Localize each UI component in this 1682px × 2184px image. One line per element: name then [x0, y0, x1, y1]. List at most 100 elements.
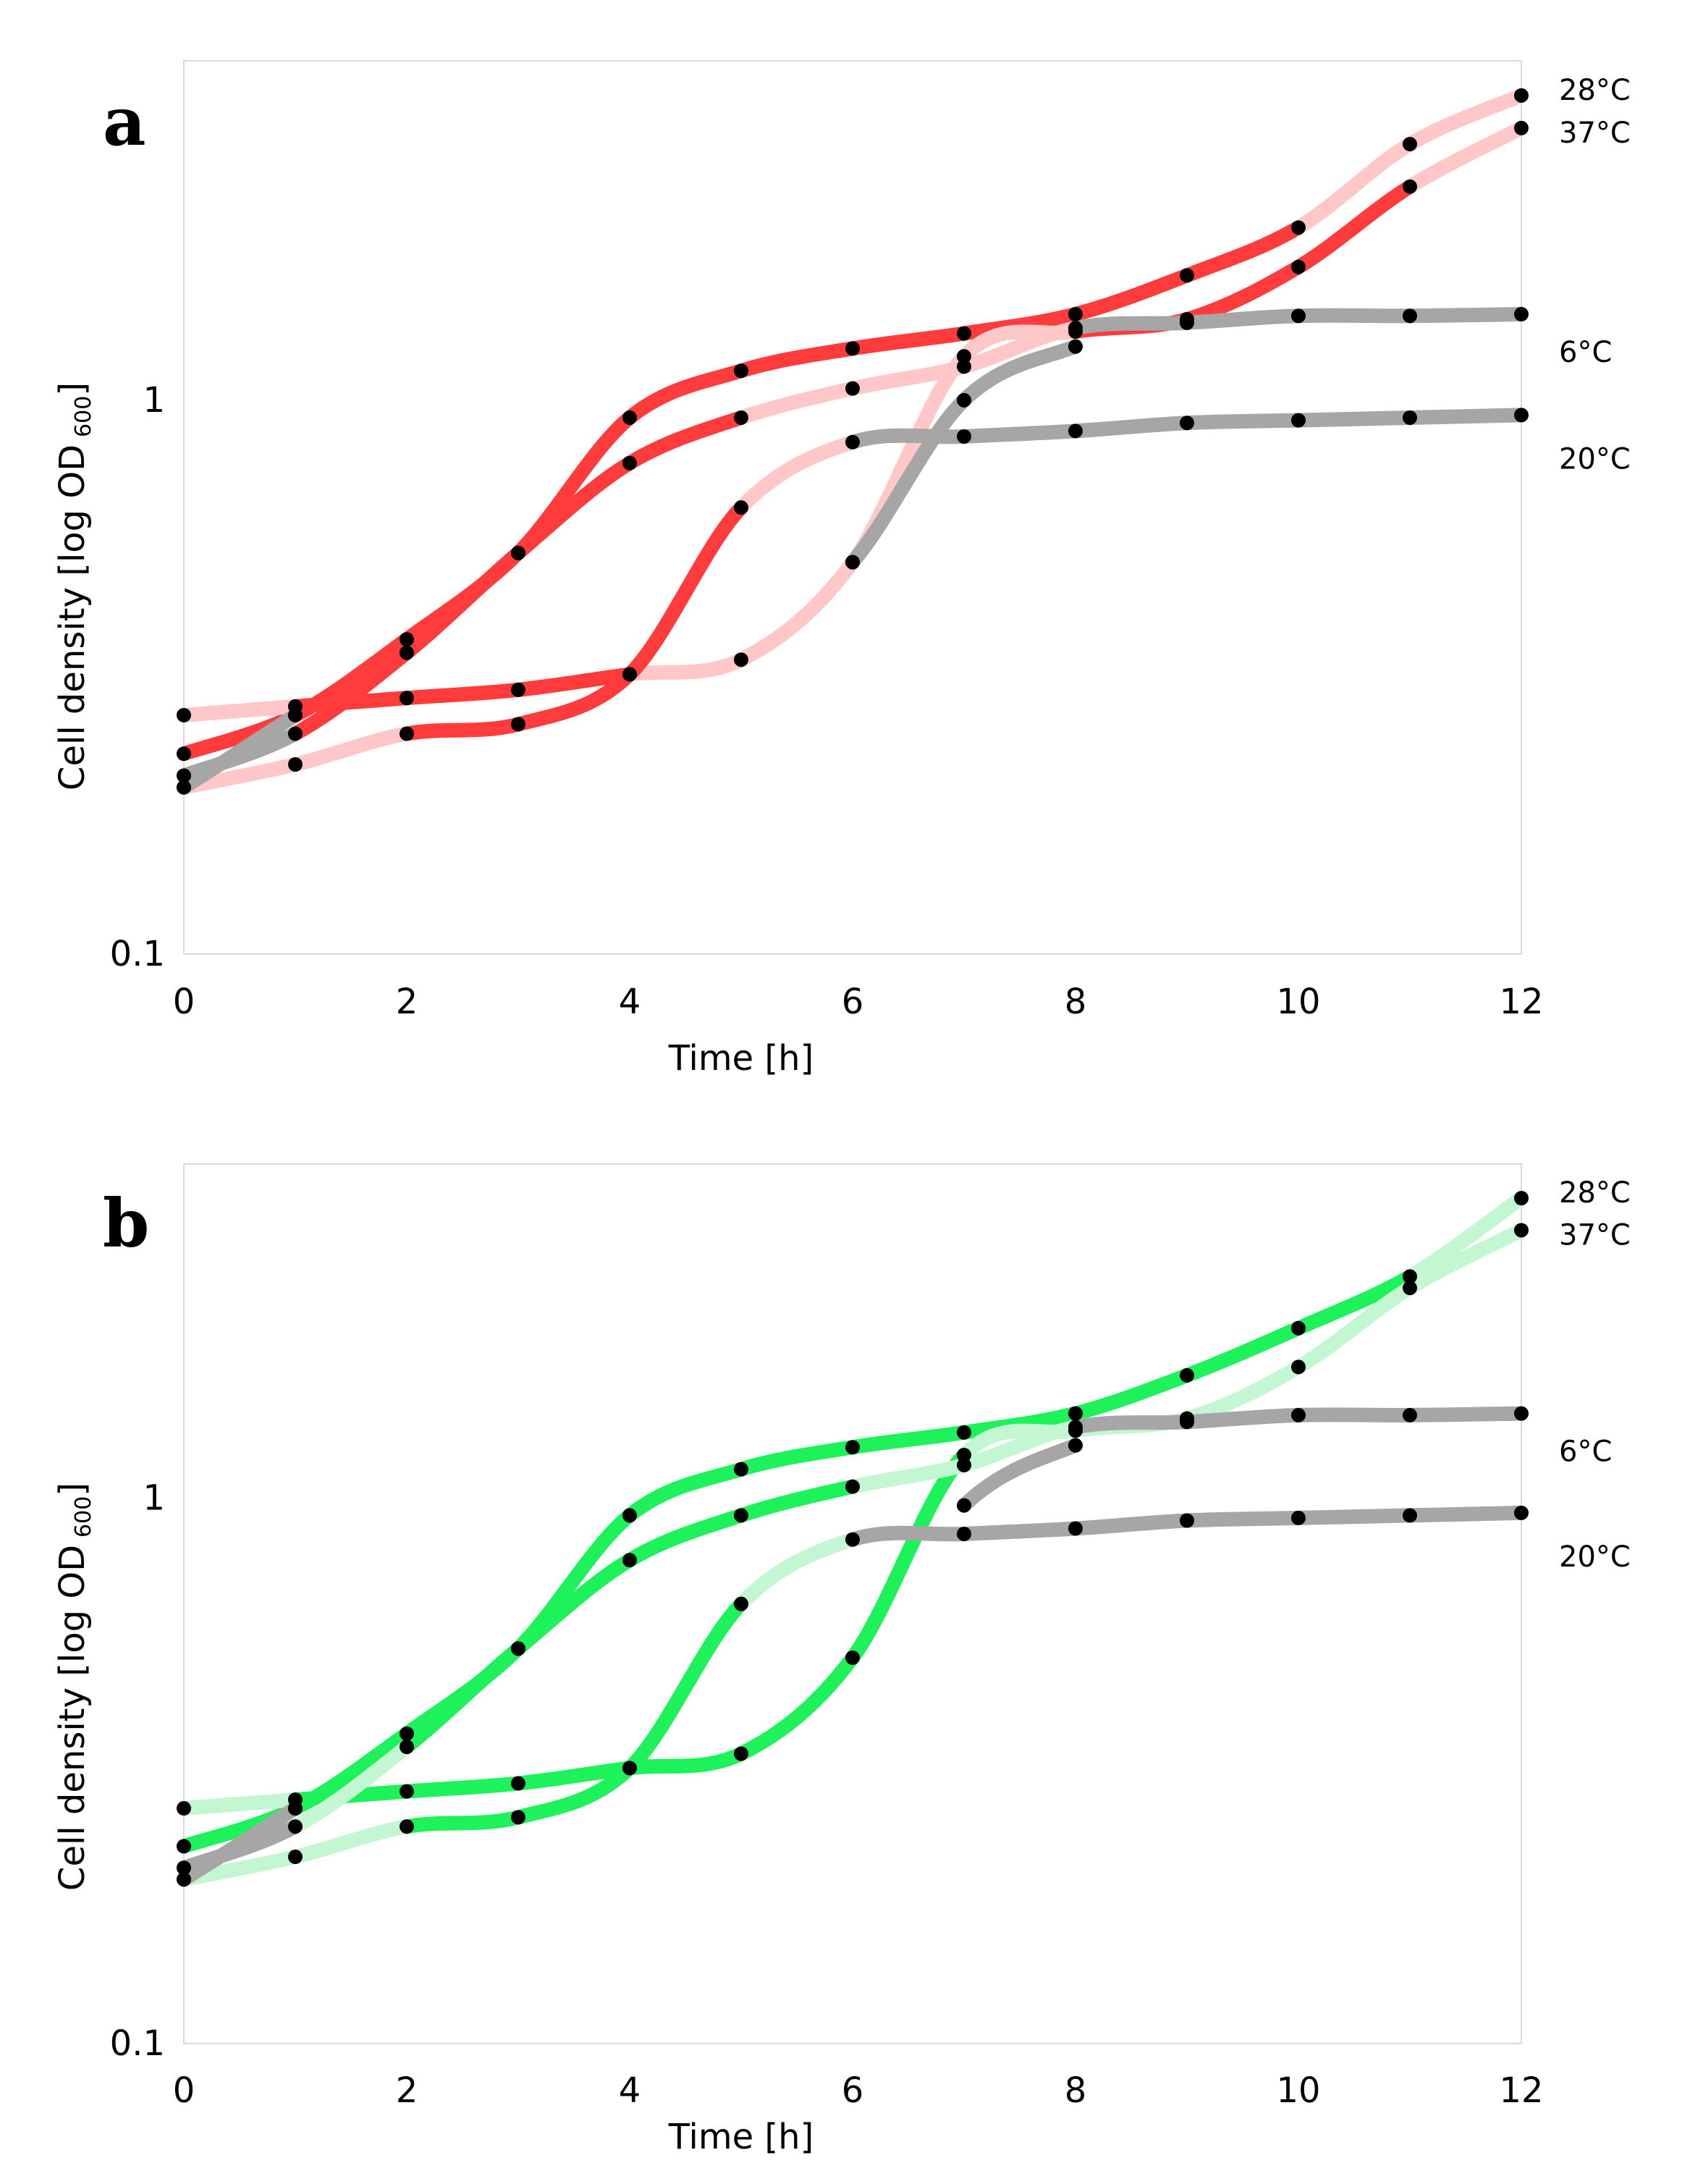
data-point-6°C [1180, 1414, 1194, 1430]
series-segment-6°C [734, 381, 860, 425]
data-point-20°C [1068, 1521, 1083, 1536]
data-point-20°C [1291, 1510, 1306, 1525]
data-point-6°C [734, 1508, 748, 1523]
series-segment-37°C [400, 682, 525, 706]
data-point-gray-rise [957, 392, 971, 408]
data-point-6°C [400, 645, 414, 660]
series-segment-6°C [1403, 307, 1529, 324]
x-tick-label: 8 [1065, 2070, 1087, 2111]
data-point-37°C [1514, 1223, 1529, 1238]
data-point-6°C [1068, 1420, 1083, 1435]
data-point-28°C [1068, 307, 1083, 322]
series-label-37°C: 37°C [1559, 1218, 1631, 1252]
y-tick-label: 0.1 [110, 2023, 165, 2064]
series-segment-20°C [1068, 1513, 1194, 1536]
data-point-20°C [957, 429, 971, 444]
data-point-37°C [400, 1784, 414, 1799]
data-point-20°C [511, 1810, 525, 1825]
series-segment-20°C [1403, 408, 1529, 425]
x-tick-label: 6 [842, 2070, 864, 2111]
data-point-28°C [400, 1726, 414, 1741]
panel-b-ylabel: Cell density [log OD 600] [52, 1483, 96, 1891]
panel-b-xlabel: Time [h] [668, 2117, 814, 2157]
data-point-37°C [511, 682, 525, 697]
series-segment-20°C [1068, 416, 1194, 439]
x-tick-label: 8 [1065, 982, 1087, 1022]
panel-a-letter: a [103, 83, 146, 161]
data-point-20°C [400, 1819, 414, 1834]
series-segment-37°C [1291, 1281, 1417, 1375]
data-point-37°C [845, 1650, 860, 1665]
x-tick-label: 12 [1499, 2070, 1543, 2111]
series-segment-37°C [622, 652, 748, 682]
data-point-37°C [1403, 179, 1417, 194]
data-point-20°C [845, 434, 860, 450]
data-point-6°C [1068, 321, 1083, 336]
data-point-gray-rise [177, 780, 191, 795]
data-point-20°C [622, 1761, 637, 1776]
data-point-6°C [845, 381, 860, 396]
series-segment-gray-rise [845, 392, 971, 570]
series-segment-20°C [957, 423, 1083, 444]
data-point-gray-rise [1068, 339, 1083, 354]
panel-a-series-labels: 28°C 37°C 6°C 20°C [1559, 74, 1631, 476]
data-point-28°C [1180, 268, 1194, 283]
panel-b-ylabel-close: ] [52, 1483, 93, 1496]
series-segment-6°C [1068, 1414, 1194, 1435]
data-point-37°C [734, 1746, 748, 1761]
series-label-6°C: 6°C [1559, 1435, 1612, 1469]
series-segment-28°C [1068, 268, 1194, 322]
data-point-28°C [845, 341, 860, 356]
data-point-6°C [400, 1740, 414, 1755]
series-segment-6°C [288, 645, 414, 741]
series-segment-6°C [1180, 1407, 1306, 1430]
series-segment-6°C [622, 1508, 748, 1568]
series-segment-28°C [622, 1462, 748, 1523]
panel-a: a 0 2 4 6 8 10 12 1 0.1 28°C 37°C 6°C 20°C Time [h]… [52, 60, 1631, 1079]
series-segment-28°C [1403, 88, 1529, 152]
data-point-20°C [1514, 408, 1529, 423]
series-segment-37°C [1403, 1223, 1529, 1296]
series-segment-28°C [1180, 220, 1306, 283]
series-segment-6°C [957, 1420, 1083, 1472]
data-point-28°C [177, 1839, 191, 1854]
series-segment-gray-rise [957, 1438, 1083, 1513]
series-segment-6°C [845, 1457, 971, 1494]
panel-a-series [177, 88, 1529, 795]
series-segment-6°C [1068, 315, 1194, 336]
panel-a-ylabel-close: ] [52, 382, 93, 396]
data-point-gray-rise [957, 1498, 971, 1513]
data-point-20°C [1403, 1508, 1417, 1523]
series-segment-gray-rise [177, 707, 303, 795]
series-segment-20°C [1180, 1510, 1306, 1528]
data-point-28°C [1514, 1191, 1529, 1206]
y-tick-label: 1 [143, 1478, 165, 1519]
data-point-28°C [622, 410, 637, 425]
data-point-28°C [177, 746, 191, 762]
panel-b: b 0 2 4 6 8 10 12 1 0.1 28°C 37°C 6°C 20°C Time [h]… [52, 1163, 1631, 2157]
x-tick-label: 10 [1276, 982, 1320, 1022]
series-segment-6°C [288, 1740, 414, 1834]
data-point-28°C [1068, 1406, 1083, 1421]
series-segment-28°C [622, 363, 748, 425]
panel-b-ylabel-main: Cell density [log OD [52, 1545, 93, 1891]
x-tick-label: 4 [619, 2070, 641, 2111]
series-segment-37°C [734, 555, 860, 667]
data-point-6°C [1514, 307, 1529, 322]
data-point-6°C [177, 768, 191, 783]
data-point-gray-rise [1068, 1438, 1083, 1453]
data-point-6°C [622, 1553, 637, 1568]
data-point-6°C [1514, 1406, 1529, 1421]
data-point-6°C [288, 1819, 303, 1834]
series-segment-20°C [1180, 413, 1306, 431]
data-point-28°C [734, 363, 748, 379]
data-point-37°C [1514, 120, 1529, 135]
series-segment-6°C [1291, 1407, 1417, 1422]
series-segment-37°C [400, 1776, 525, 1799]
data-point-28°C [957, 326, 971, 341]
series-segment-20°C [845, 428, 971, 450]
series-segment-gray-rise [957, 339, 1083, 408]
x-tick-label: 0 [173, 982, 195, 1022]
series-label-20°C: 20°C [1559, 1540, 1631, 1574]
